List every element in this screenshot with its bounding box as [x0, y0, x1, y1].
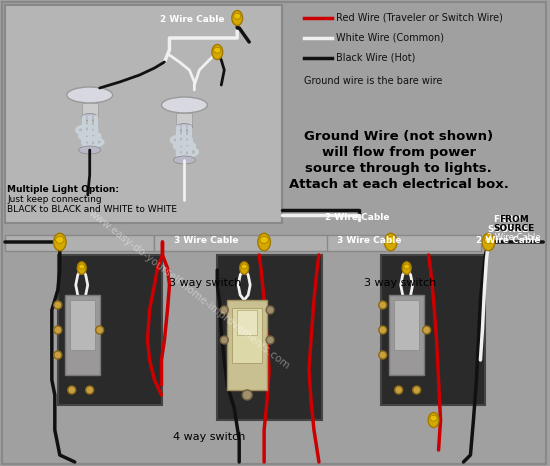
Text: White Wire (Common): White Wire (Common) [336, 33, 444, 43]
Circle shape [266, 336, 274, 344]
Ellipse shape [404, 264, 410, 269]
Circle shape [68, 386, 76, 394]
Ellipse shape [241, 264, 247, 269]
Text: Attach at each electrical box.: Attach at each electrical box. [289, 178, 509, 191]
Ellipse shape [387, 236, 395, 243]
Circle shape [379, 351, 387, 359]
Ellipse shape [173, 156, 195, 164]
Ellipse shape [484, 236, 493, 243]
Bar [217, 255, 322, 420]
Circle shape [266, 306, 274, 314]
Text: 3 way switch: 3 way switch [364, 278, 436, 288]
Bar [155, 235, 329, 251]
Ellipse shape [212, 44, 223, 60]
Ellipse shape [402, 262, 411, 274]
Bar [82, 103, 98, 117]
Ellipse shape [79, 264, 85, 269]
Bar [237, 310, 257, 335]
Text: Red Wire (Traveler or Switch Wire): Red Wire (Traveler or Switch Wire) [336, 13, 503, 23]
Ellipse shape [79, 146, 101, 154]
Circle shape [412, 386, 421, 394]
Text: 2 Wire Cable: 2 Wire Cable [324, 213, 389, 222]
Ellipse shape [214, 47, 221, 53]
Text: 3 Wire Cable: 3 Wire Cable [174, 236, 239, 245]
Bar [232, 308, 262, 363]
Circle shape [86, 386, 94, 394]
Ellipse shape [67, 87, 113, 103]
Bar [381, 255, 486, 405]
Bar [327, 235, 481, 251]
Text: 3 way switch: 3 way switch [169, 278, 241, 288]
Circle shape [54, 351, 62, 359]
Text: 2 Wire Cable: 2 Wire Cable [487, 233, 541, 242]
Bar [227, 300, 267, 390]
Text: FROM
SOURCE
2 Wire Cable: FROM SOURCE 2 Wire Cable [476, 215, 541, 245]
Ellipse shape [384, 233, 397, 251]
Bar [389, 295, 424, 375]
Ellipse shape [56, 236, 64, 243]
Bar [177, 113, 192, 127]
Bar [70, 300, 95, 350]
Ellipse shape [482, 233, 494, 251]
Ellipse shape [258, 233, 271, 251]
Text: BLACK to BLACK and WHITE to WHITE: BLACK to BLACK and WHITE to WHITE [7, 205, 177, 214]
Circle shape [221, 306, 228, 314]
Text: will flow from power: will flow from power [322, 146, 476, 159]
Text: 3 Wire Cable: 3 Wire Cable [337, 236, 401, 245]
Circle shape [395, 386, 403, 394]
Circle shape [379, 301, 387, 309]
Bar [65, 295, 100, 375]
Text: 2 Wire Cable: 2 Wire Cable [160, 15, 224, 25]
Text: 4 way switch: 4 way switch [173, 432, 245, 442]
Bar [5, 5, 282, 223]
Bar [5, 235, 155, 251]
Text: Multiple Light Option:: Multiple Light Option: [7, 185, 119, 194]
Ellipse shape [232, 11, 243, 26]
Ellipse shape [260, 236, 268, 243]
Circle shape [379, 326, 387, 334]
Ellipse shape [428, 412, 439, 427]
Ellipse shape [430, 415, 437, 421]
Text: www.easy-do-yourself-home-improvements.com: www.easy-do-yourself-home-improvements.c… [87, 208, 292, 371]
Circle shape [422, 326, 431, 334]
Text: Ground wire is the bare wire: Ground wire is the bare wire [304, 76, 442, 86]
Ellipse shape [82, 114, 98, 121]
Text: FROM: FROM [499, 215, 529, 224]
Bar [394, 300, 419, 350]
Circle shape [96, 326, 103, 334]
Circle shape [54, 301, 62, 309]
Ellipse shape [77, 262, 86, 274]
Circle shape [54, 326, 62, 334]
Text: Just keep connecting: Just keep connecting [7, 195, 102, 204]
Ellipse shape [53, 233, 66, 251]
Ellipse shape [240, 262, 249, 274]
Ellipse shape [177, 123, 192, 130]
Circle shape [221, 336, 228, 344]
Ellipse shape [162, 97, 207, 113]
Text: Black Wire (Hot): Black Wire (Hot) [336, 53, 415, 63]
Text: Ground Wire (not shown): Ground Wire (not shown) [304, 130, 493, 143]
Circle shape [242, 390, 252, 400]
Bar [58, 255, 162, 405]
Text: SOURCE: SOURCE [494, 224, 535, 233]
Ellipse shape [234, 13, 241, 19]
Text: source through to lights.: source through to lights. [305, 162, 492, 175]
